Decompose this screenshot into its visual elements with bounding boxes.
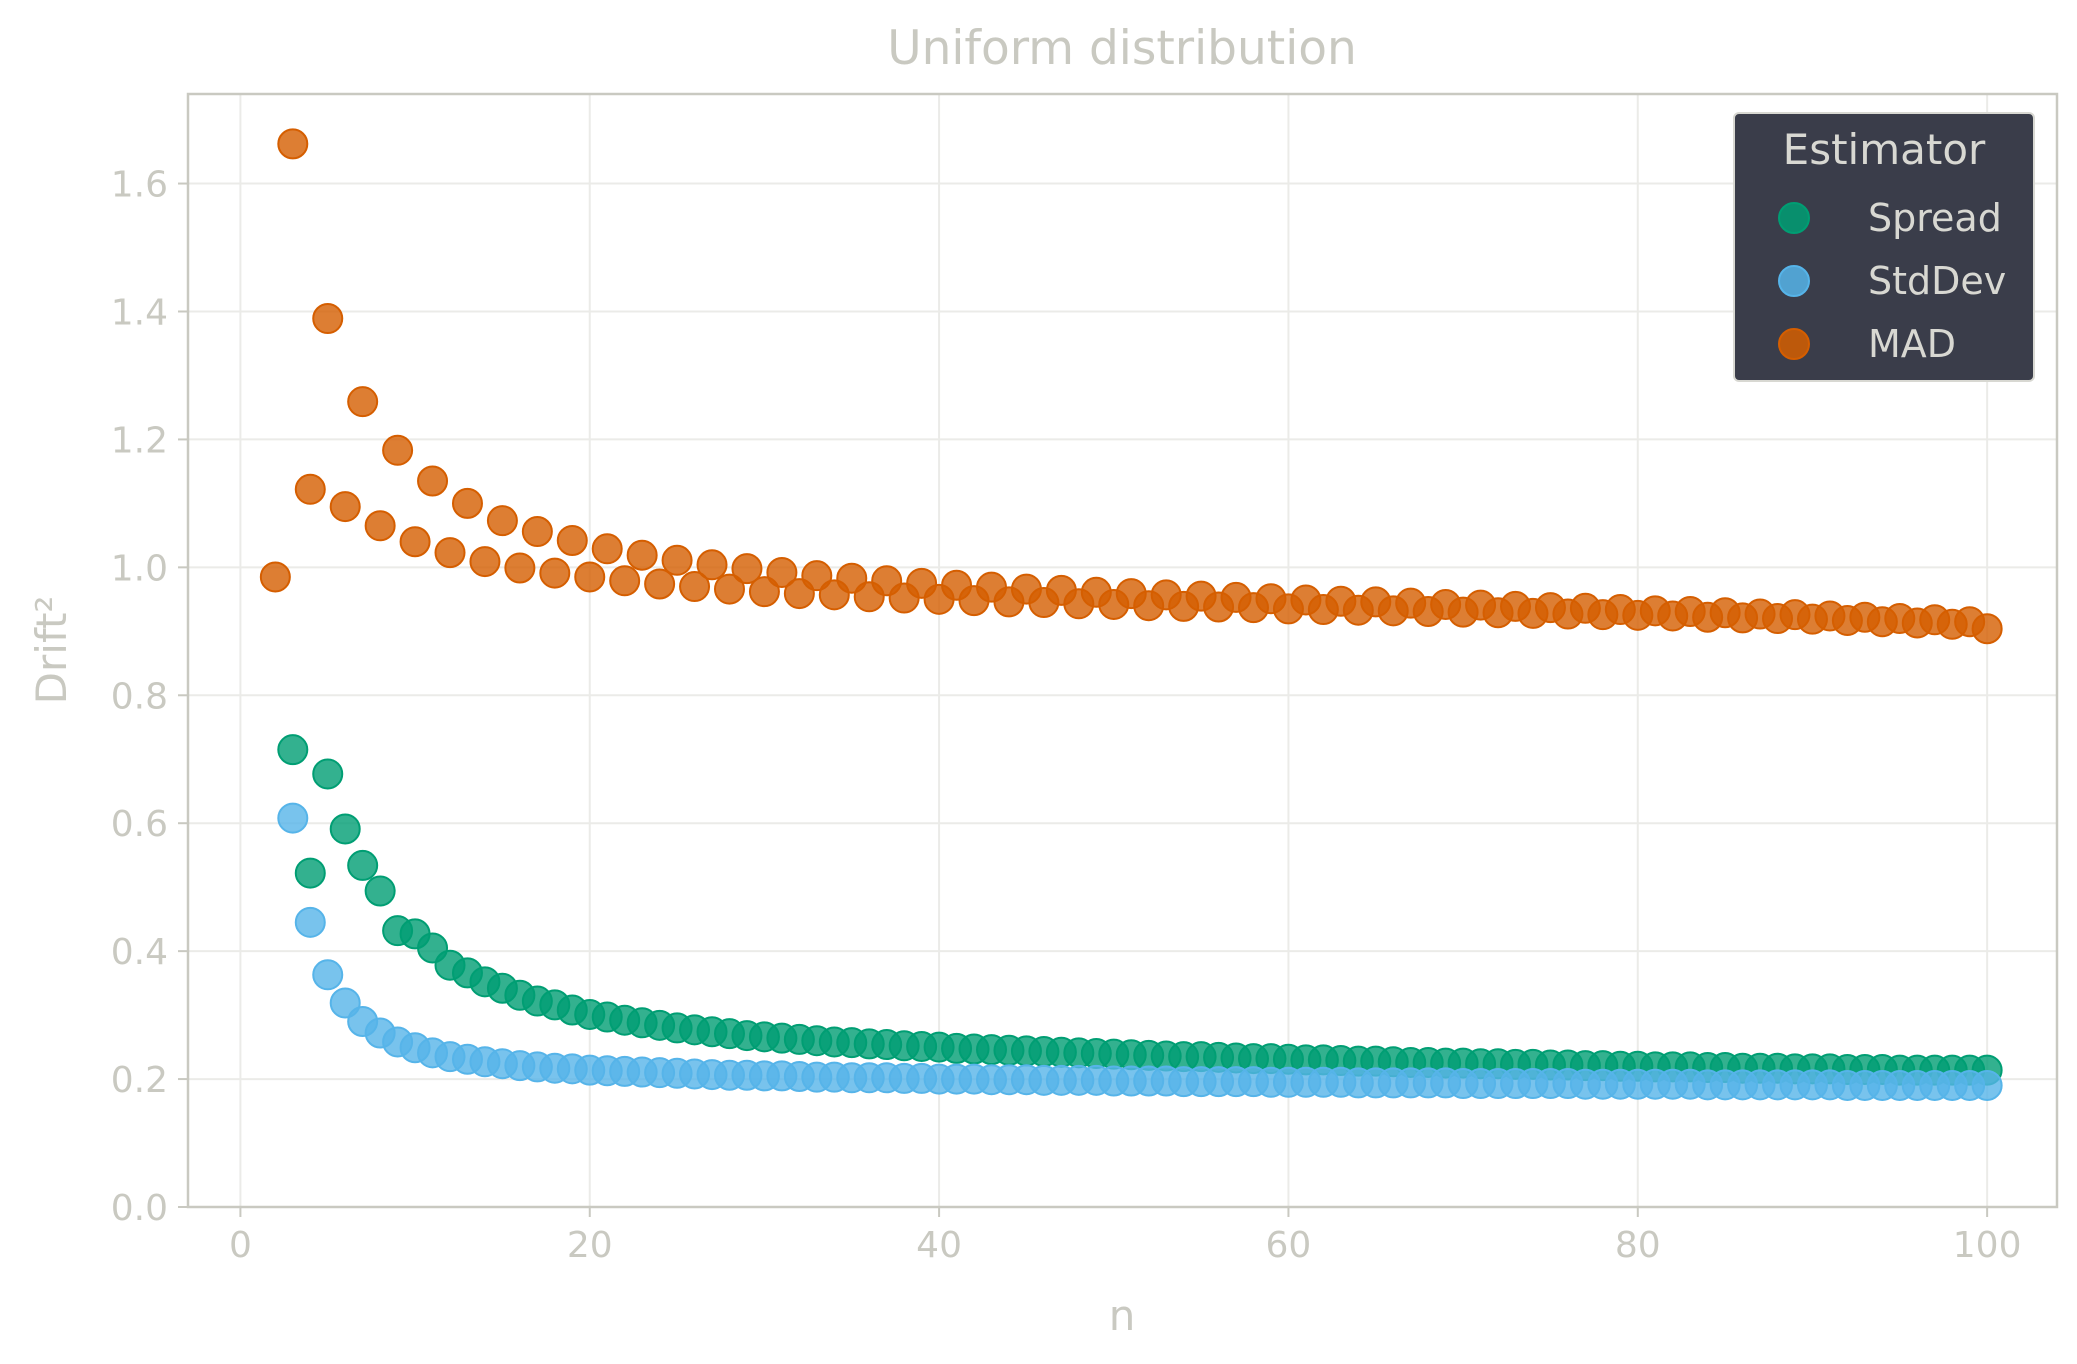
mad-point — [766, 556, 798, 588]
x-axis-label: n — [1109, 1291, 1136, 1340]
y-tick-label: 0.0 — [111, 1188, 168, 1229]
y-tick-label: 1.0 — [111, 548, 168, 589]
scatter-points — [259, 128, 2003, 1101]
stddev-point — [294, 906, 326, 938]
x-tick-label: 80 — [1615, 1225, 1661, 1266]
legend-marker-stddev — [1778, 265, 1810, 297]
y-tick-label: 1.6 — [111, 165, 168, 206]
spread-point — [294, 857, 326, 889]
mad-point — [312, 303, 344, 335]
mad-point — [504, 552, 536, 584]
x-tick-label: 0 — [229, 1225, 252, 1266]
mad-point — [609, 565, 641, 597]
chart-title: Uniform distribution — [887, 21, 1357, 76]
y-tick-label: 0.6 — [111, 804, 168, 845]
mad-point — [364, 510, 396, 542]
legend-items: Spread StdDev MAD — [1778, 196, 2006, 366]
legend-label-stddev: StdDev — [1868, 259, 2006, 303]
mad-point — [469, 546, 501, 578]
series-mad — [259, 128, 2003, 645]
legend-label-mad: MAD — [1868, 322, 1956, 366]
mad-point — [591, 533, 623, 565]
spread-point — [329, 813, 361, 845]
mad-point — [626, 539, 658, 571]
mad-point — [661, 544, 693, 576]
mad-point — [434, 537, 466, 569]
spread-point — [364, 875, 396, 907]
mad-point — [294, 473, 326, 505]
x-tick-label: 60 — [1266, 1225, 1312, 1266]
grid — [188, 94, 2057, 1208]
y-tick-label: 0.2 — [111, 1060, 168, 1101]
mad-point — [382, 434, 414, 466]
x-tick-label: 100 — [1953, 1225, 2022, 1266]
x-tick-label: 20 — [567, 1225, 613, 1266]
legend-title: Estimator — [1783, 125, 1986, 174]
legend: Estimator Spread StdDev MAD — [1733, 112, 2035, 382]
y-axis-label: Drift² — [27, 596, 76, 705]
y-tick-label: 1.2 — [111, 420, 168, 461]
mad-point — [417, 465, 449, 497]
mad-point — [644, 568, 676, 600]
mad-point — [696, 549, 728, 581]
mad-point — [731, 553, 763, 585]
axis-ticks: 0 20 40 60 80 100 0.0 0.2 0.4 0.6 0.8 1.0 1.2 1.4 1.6 — [111, 165, 2022, 1266]
mad-point — [347, 386, 379, 418]
mad-point — [451, 487, 483, 519]
mad-point — [801, 560, 833, 592]
mad-point — [556, 524, 588, 556]
legend-marker-mad — [1778, 328, 1810, 360]
y-tick-label: 0.4 — [111, 932, 168, 973]
stddev-point — [277, 802, 309, 834]
mad-point — [539, 557, 571, 589]
spread-point — [312, 758, 344, 790]
mad-point — [748, 576, 780, 608]
plot-frame — [186, 92, 2059, 1209]
legend-marker-spread — [1778, 202, 1810, 234]
legend-box — [1733, 112, 2035, 382]
mad-point — [329, 491, 361, 523]
mad-point — [1971, 613, 2003, 645]
mad-point — [713, 573, 745, 605]
mad-point — [399, 526, 431, 558]
mad-point — [521, 516, 553, 548]
series-stddev — [277, 802, 2003, 1101]
spread-point — [277, 734, 309, 766]
mad-point — [574, 561, 606, 593]
mad-point — [486, 505, 518, 537]
stddev-point — [1971, 1069, 2003, 1101]
mad-point — [277, 128, 309, 160]
x-tick-label: 40 — [916, 1225, 962, 1266]
legend-label-spread: Spread — [1868, 196, 2002, 240]
y-tick-label: 1.4 — [111, 292, 168, 333]
y-tick-label: 0.8 — [111, 676, 168, 717]
stddev-point — [312, 959, 344, 991]
spread-point — [347, 849, 379, 881]
mad-point — [679, 571, 711, 603]
mad-point — [259, 561, 291, 593]
